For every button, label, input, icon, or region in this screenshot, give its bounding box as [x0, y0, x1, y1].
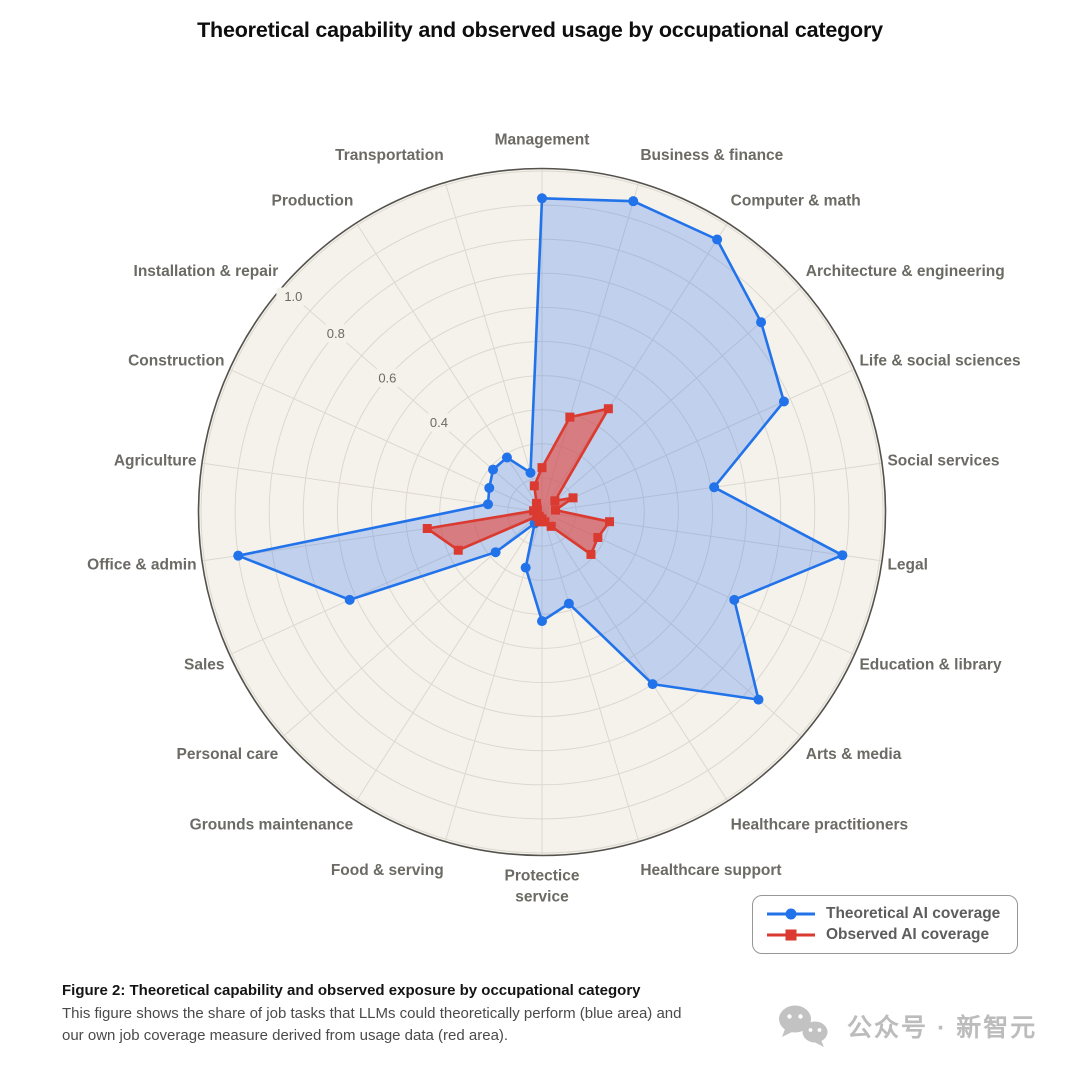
observed-data-point-8 [586, 549, 596, 559]
chart-title: Theoretical capability and observed usag… [197, 18, 883, 42]
radial-tick-backdrop [276, 287, 311, 306]
category-label-7: Education & library [859, 657, 1001, 674]
category-label-1: Business & finance [640, 147, 783, 164]
category-label-3: Architecture & engineering [806, 263, 1005, 280]
watermark-text: 公众号 · 新智元 [847, 1014, 1038, 1042]
radial-tick-label: 1.0 [284, 289, 302, 304]
category-label-15: Sales [184, 657, 225, 674]
category-label-20: Production [272, 193, 354, 210]
category-label-0: Management [495, 132, 590, 149]
angular-spoke [541, 368, 855, 513]
theoretical-data-point-7 [729, 594, 740, 605]
wechat-icon [779, 1005, 828, 1047]
watermark: 公众号 · 新智元 [775, 1003, 1037, 1049]
outer-circle [197, 167, 887, 857]
radial-tick-label: 0.8 [327, 326, 345, 341]
category-label-21: Transportation [335, 147, 444, 164]
theoretical-data-point-5 [709, 482, 720, 493]
category-label-12: Food & serving [331, 862, 444, 879]
radial-tick-backdrop [370, 369, 405, 388]
observed-data-point-7 [593, 532, 603, 542]
legend-item-theoretical: Theoretical AI coverage [765, 905, 1007, 923]
theoretical-data-point-17 [482, 499, 493, 510]
theoretical-data-point-3 [756, 317, 767, 328]
category-label-5: Social services [887, 453, 999, 470]
theoretical-data-point-15 [344, 594, 355, 605]
legend-item-observed: Observed AI coverage [765, 926, 1007, 944]
theoretical-data-point-9 [647, 679, 658, 690]
category-label-4: Life & social sciences [859, 352, 1020, 369]
theoretical-data-point-2 [712, 234, 723, 245]
theoretical-data-point-8 [753, 694, 764, 705]
category-label-2: Computer & math [731, 193, 861, 210]
angular-spoke [355, 511, 543, 802]
legend-label-observed: Observed AI coverage [826, 926, 990, 943]
category-label-11: Protectice service [505, 868, 580, 906]
category-label-13: Grounds maintenance [190, 816, 354, 833]
observed-data-point-21 [529, 481, 539, 491]
radial-tick-label: 0.6 [378, 371, 396, 386]
theoretical-data-point-11 [537, 616, 547, 627]
category-label-19: Installation & repair [134, 263, 279, 280]
angular-spoke [541, 511, 729, 802]
observed-data-point-5 [551, 505, 561, 515]
observed-data-point-3 [550, 496, 560, 506]
observed-data-point-1 [565, 412, 575, 422]
category-label-14: Personal care [177, 746, 279, 763]
angular-spoke [444, 182, 543, 513]
observed-series-marker-icon [767, 929, 815, 941]
theoretical-data-point-16 [233, 550, 244, 561]
theoretical-data-point-1 [628, 196, 639, 207]
theoretical-data-point-4 [778, 396, 789, 407]
observed-data-point-9 [546, 521, 556, 531]
theoretical-data-point-14 [490, 547, 501, 558]
category-label-18: Construction [128, 352, 224, 369]
caption-heading: Figure 2: Theoretical capability and obs… [62, 982, 641, 999]
theoretical-data-point-10 [563, 598, 574, 609]
theoretical-data-point-6 [837, 550, 848, 561]
category-label-17: Agriculture [114, 453, 197, 470]
legend: Theoretical AI coverage Observed AI cove… [752, 895, 1018, 954]
angular-spoke [541, 511, 640, 842]
theoretical-data-point-18 [484, 482, 495, 493]
caption-body: This figure shows the share of job tasks… [62, 1004, 682, 1045]
theoretical-series-marker-icon [767, 908, 815, 920]
theoretical-data-point-19 [488, 464, 499, 475]
observed-data-point-0 [537, 463, 547, 473]
observed-data-point-6 [605, 517, 615, 527]
observed-data-point-2 [603, 404, 613, 414]
angular-spoke [355, 222, 543, 513]
observed-data-point-15 [453, 545, 463, 555]
theoretical-data-point-20 [501, 452, 512, 463]
theoretical-data-point-21 [525, 467, 536, 478]
radial-tick-label: 0.4 [430, 415, 448, 430]
category-label-8: Arts & media [806, 746, 902, 763]
observed-data-point-12 [534, 517, 544, 527]
category-label-16: Office & admin [87, 556, 196, 573]
observed-data-point-20 [531, 498, 541, 508]
observed-data-point-16 [422, 524, 432, 533]
observed-data-point-14 [532, 511, 542, 521]
radial-tick-backdrop [318, 324, 353, 343]
category-label-9: Healthcare practitioners [731, 816, 908, 833]
theoretical-data-point-12 [520, 562, 531, 573]
legend-label-theoretical: Theoretical AI coverage [826, 905, 1001, 922]
radial-tick-backdrop [421, 413, 456, 432]
figure-caption: Figure 2: Theoretical capability and obs… [62, 980, 702, 1048]
category-label-10: Healthcare support [640, 862, 781, 879]
theoretical-data-point-0 [537, 193, 547, 204]
category-label-6: Legal [887, 556, 927, 573]
observed-data-point-4 [568, 493, 578, 503]
